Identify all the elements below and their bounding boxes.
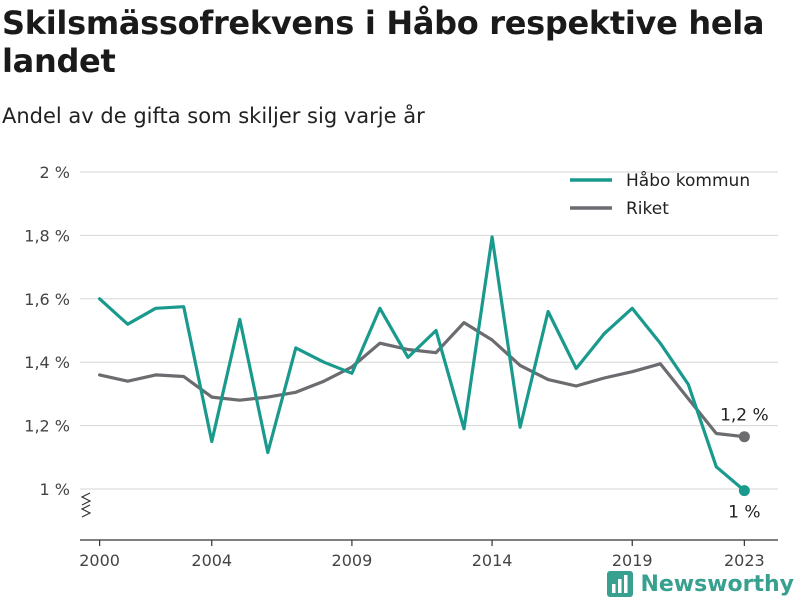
- gridlines: [80, 171, 778, 490]
- x-tick-label: 2000: [79, 551, 120, 570]
- y-tick-label: 1,4 %: [24, 353, 70, 372]
- x-axis: 2000 2004 2009 2014 2019 2023: [79, 492, 778, 570]
- y-tick-label: 2 %: [40, 163, 70, 182]
- y-axis: 1 % 1,2 % 1,4 % 1,6 % 1,8 % 2 %: [24, 163, 70, 499]
- end-point-marker: [738, 485, 750, 497]
- y-tick-label: 1,6 %: [24, 290, 70, 309]
- y-tick-label: 1 %: [40, 480, 70, 499]
- brand-logo: Newsworthy: [606, 570, 794, 598]
- x-tick-label: 2019: [612, 551, 653, 570]
- chart-subtitle: Andel av de gifta som skiljer sig varje …: [2, 104, 425, 128]
- legend-label: Håbo kommun: [626, 170, 750, 191]
- brand-name: Newsworthy: [640, 571, 794, 597]
- x-tick-label: 2014: [472, 551, 513, 570]
- chart-title: Skilsmässofrekvens i Håbo respektive hel…: [2, 4, 765, 80]
- y-tick-label: 1,8 %: [24, 226, 70, 245]
- end-value-label: 1,2 %: [720, 406, 769, 426]
- end-point-marker: [738, 431, 750, 443]
- x-tick-label: 2009: [332, 551, 373, 570]
- x-tick-label: 2004: [191, 551, 232, 570]
- x-tick-label: 2023: [724, 551, 765, 570]
- legend-label: Riket: [626, 199, 669, 219]
- series-line: [97, 235, 747, 493]
- end-value-label: 1 %: [728, 503, 760, 523]
- legend: Håbo kommun Riket: [570, 170, 750, 219]
- y-tick-label: 1,2 %: [24, 417, 70, 436]
- axis-break-icon: [80, 492, 92, 518]
- series-lines: 1,2 % 1 %: [97, 235, 769, 523]
- series-line: [97, 321, 747, 439]
- newsworthy-logo-icon: [607, 571, 634, 597]
